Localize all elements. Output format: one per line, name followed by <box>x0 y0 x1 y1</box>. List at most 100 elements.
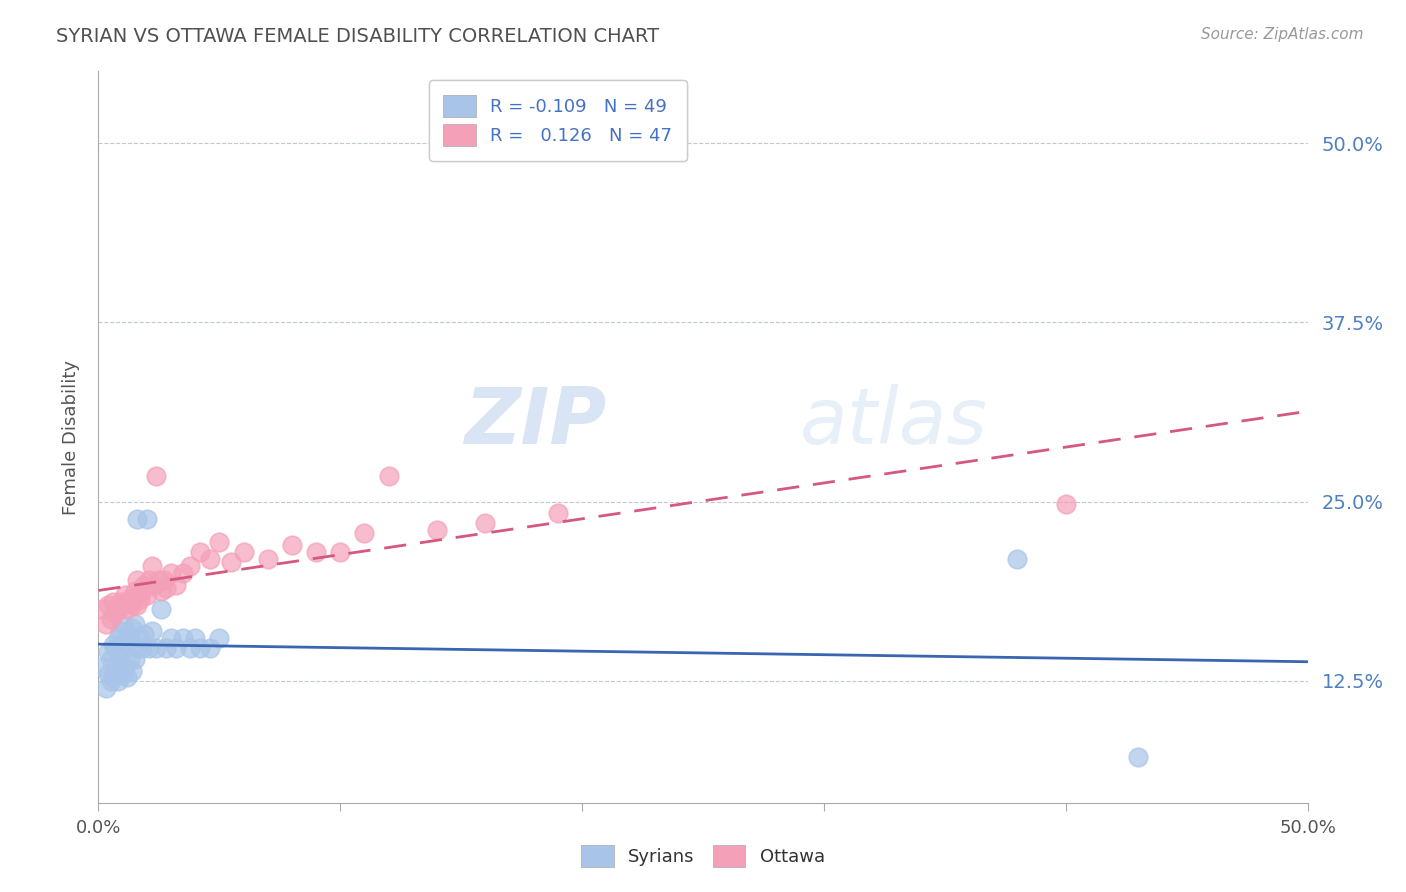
Point <box>148 574 170 588</box>
Point <box>141 559 163 574</box>
Point <box>127 574 149 588</box>
Point <box>127 512 149 526</box>
Point <box>152 574 174 588</box>
Point <box>111 640 134 655</box>
Point <box>101 638 124 652</box>
Point <box>117 602 139 616</box>
Point <box>97 598 120 612</box>
Point <box>101 670 124 684</box>
Point <box>117 626 139 640</box>
Point <box>108 595 131 609</box>
Point <box>377 468 399 483</box>
Point <box>127 640 149 655</box>
Point <box>127 598 149 612</box>
Point <box>91 659 114 673</box>
Point <box>131 583 153 598</box>
Text: SYRIAN VS OTTAWA FEMALE DISABILITY CORRELATION CHART: SYRIAN VS OTTAWA FEMALE DISABILITY CORRE… <box>56 27 659 45</box>
Point <box>165 578 187 592</box>
Point <box>134 626 156 640</box>
Point <box>135 512 157 526</box>
Point <box>1128 750 1150 764</box>
Text: atlas: atlas <box>800 384 987 460</box>
Point <box>221 555 243 569</box>
Point <box>104 607 127 621</box>
Point <box>281 538 304 552</box>
Point <box>305 545 328 559</box>
Point <box>256 552 278 566</box>
Point <box>198 552 221 566</box>
Point <box>160 631 183 645</box>
Point <box>172 566 194 581</box>
Point <box>124 652 146 666</box>
Point <box>107 655 129 669</box>
Point <box>547 506 569 520</box>
Point <box>165 640 187 655</box>
Point <box>353 526 375 541</box>
Point <box>101 595 124 609</box>
Y-axis label: Female Disability: Female Disability <box>62 359 80 515</box>
Point <box>111 616 134 631</box>
Point <box>135 588 157 602</box>
Point <box>107 631 129 645</box>
Point <box>97 666 120 681</box>
Point <box>118 631 141 645</box>
Point <box>474 516 496 530</box>
Point <box>128 631 150 645</box>
Point <box>100 673 122 688</box>
Point <box>208 631 231 645</box>
Point <box>160 566 183 581</box>
Point <box>107 602 129 616</box>
Point <box>100 612 122 626</box>
Point <box>104 640 127 655</box>
Point <box>114 659 136 673</box>
Point <box>108 624 131 638</box>
Point <box>426 524 449 538</box>
Point <box>114 588 136 602</box>
Point <box>117 670 139 684</box>
Point <box>118 592 141 607</box>
Point <box>155 640 177 655</box>
Point <box>111 666 134 681</box>
Point <box>124 616 146 631</box>
Point <box>188 640 211 655</box>
Point <box>131 640 153 655</box>
Point <box>150 602 173 616</box>
Point <box>121 621 143 635</box>
Point <box>121 664 143 678</box>
Point <box>208 534 231 549</box>
Point <box>94 681 117 695</box>
Point <box>108 649 131 664</box>
Point <box>100 652 122 666</box>
Point <box>94 616 117 631</box>
Point <box>155 581 177 595</box>
Point <box>198 640 221 655</box>
Legend: Syrians, Ottawa: Syrians, Ottawa <box>574 838 832 874</box>
Point <box>188 545 211 559</box>
Point <box>114 635 136 649</box>
Point <box>1007 552 1029 566</box>
Point <box>179 559 201 574</box>
Point <box>128 592 150 607</box>
Point <box>138 640 160 655</box>
Point <box>172 631 194 645</box>
Point <box>150 583 173 598</box>
Point <box>329 545 352 559</box>
Text: ZIP: ZIP <box>464 384 606 460</box>
Point <box>1054 498 1077 512</box>
Point <box>232 545 254 559</box>
Point <box>145 640 167 655</box>
Point <box>143 578 166 592</box>
Point <box>111 598 134 612</box>
Point <box>134 578 156 592</box>
Point <box>104 664 127 678</box>
Point <box>179 640 201 655</box>
Point <box>107 673 129 688</box>
Text: Source: ZipAtlas.com: Source: ZipAtlas.com <box>1201 27 1364 42</box>
Point <box>97 645 120 659</box>
Point <box>91 602 114 616</box>
Point <box>141 624 163 638</box>
Point <box>124 583 146 598</box>
Point <box>118 652 141 666</box>
Point <box>145 468 167 483</box>
Point <box>184 631 207 645</box>
